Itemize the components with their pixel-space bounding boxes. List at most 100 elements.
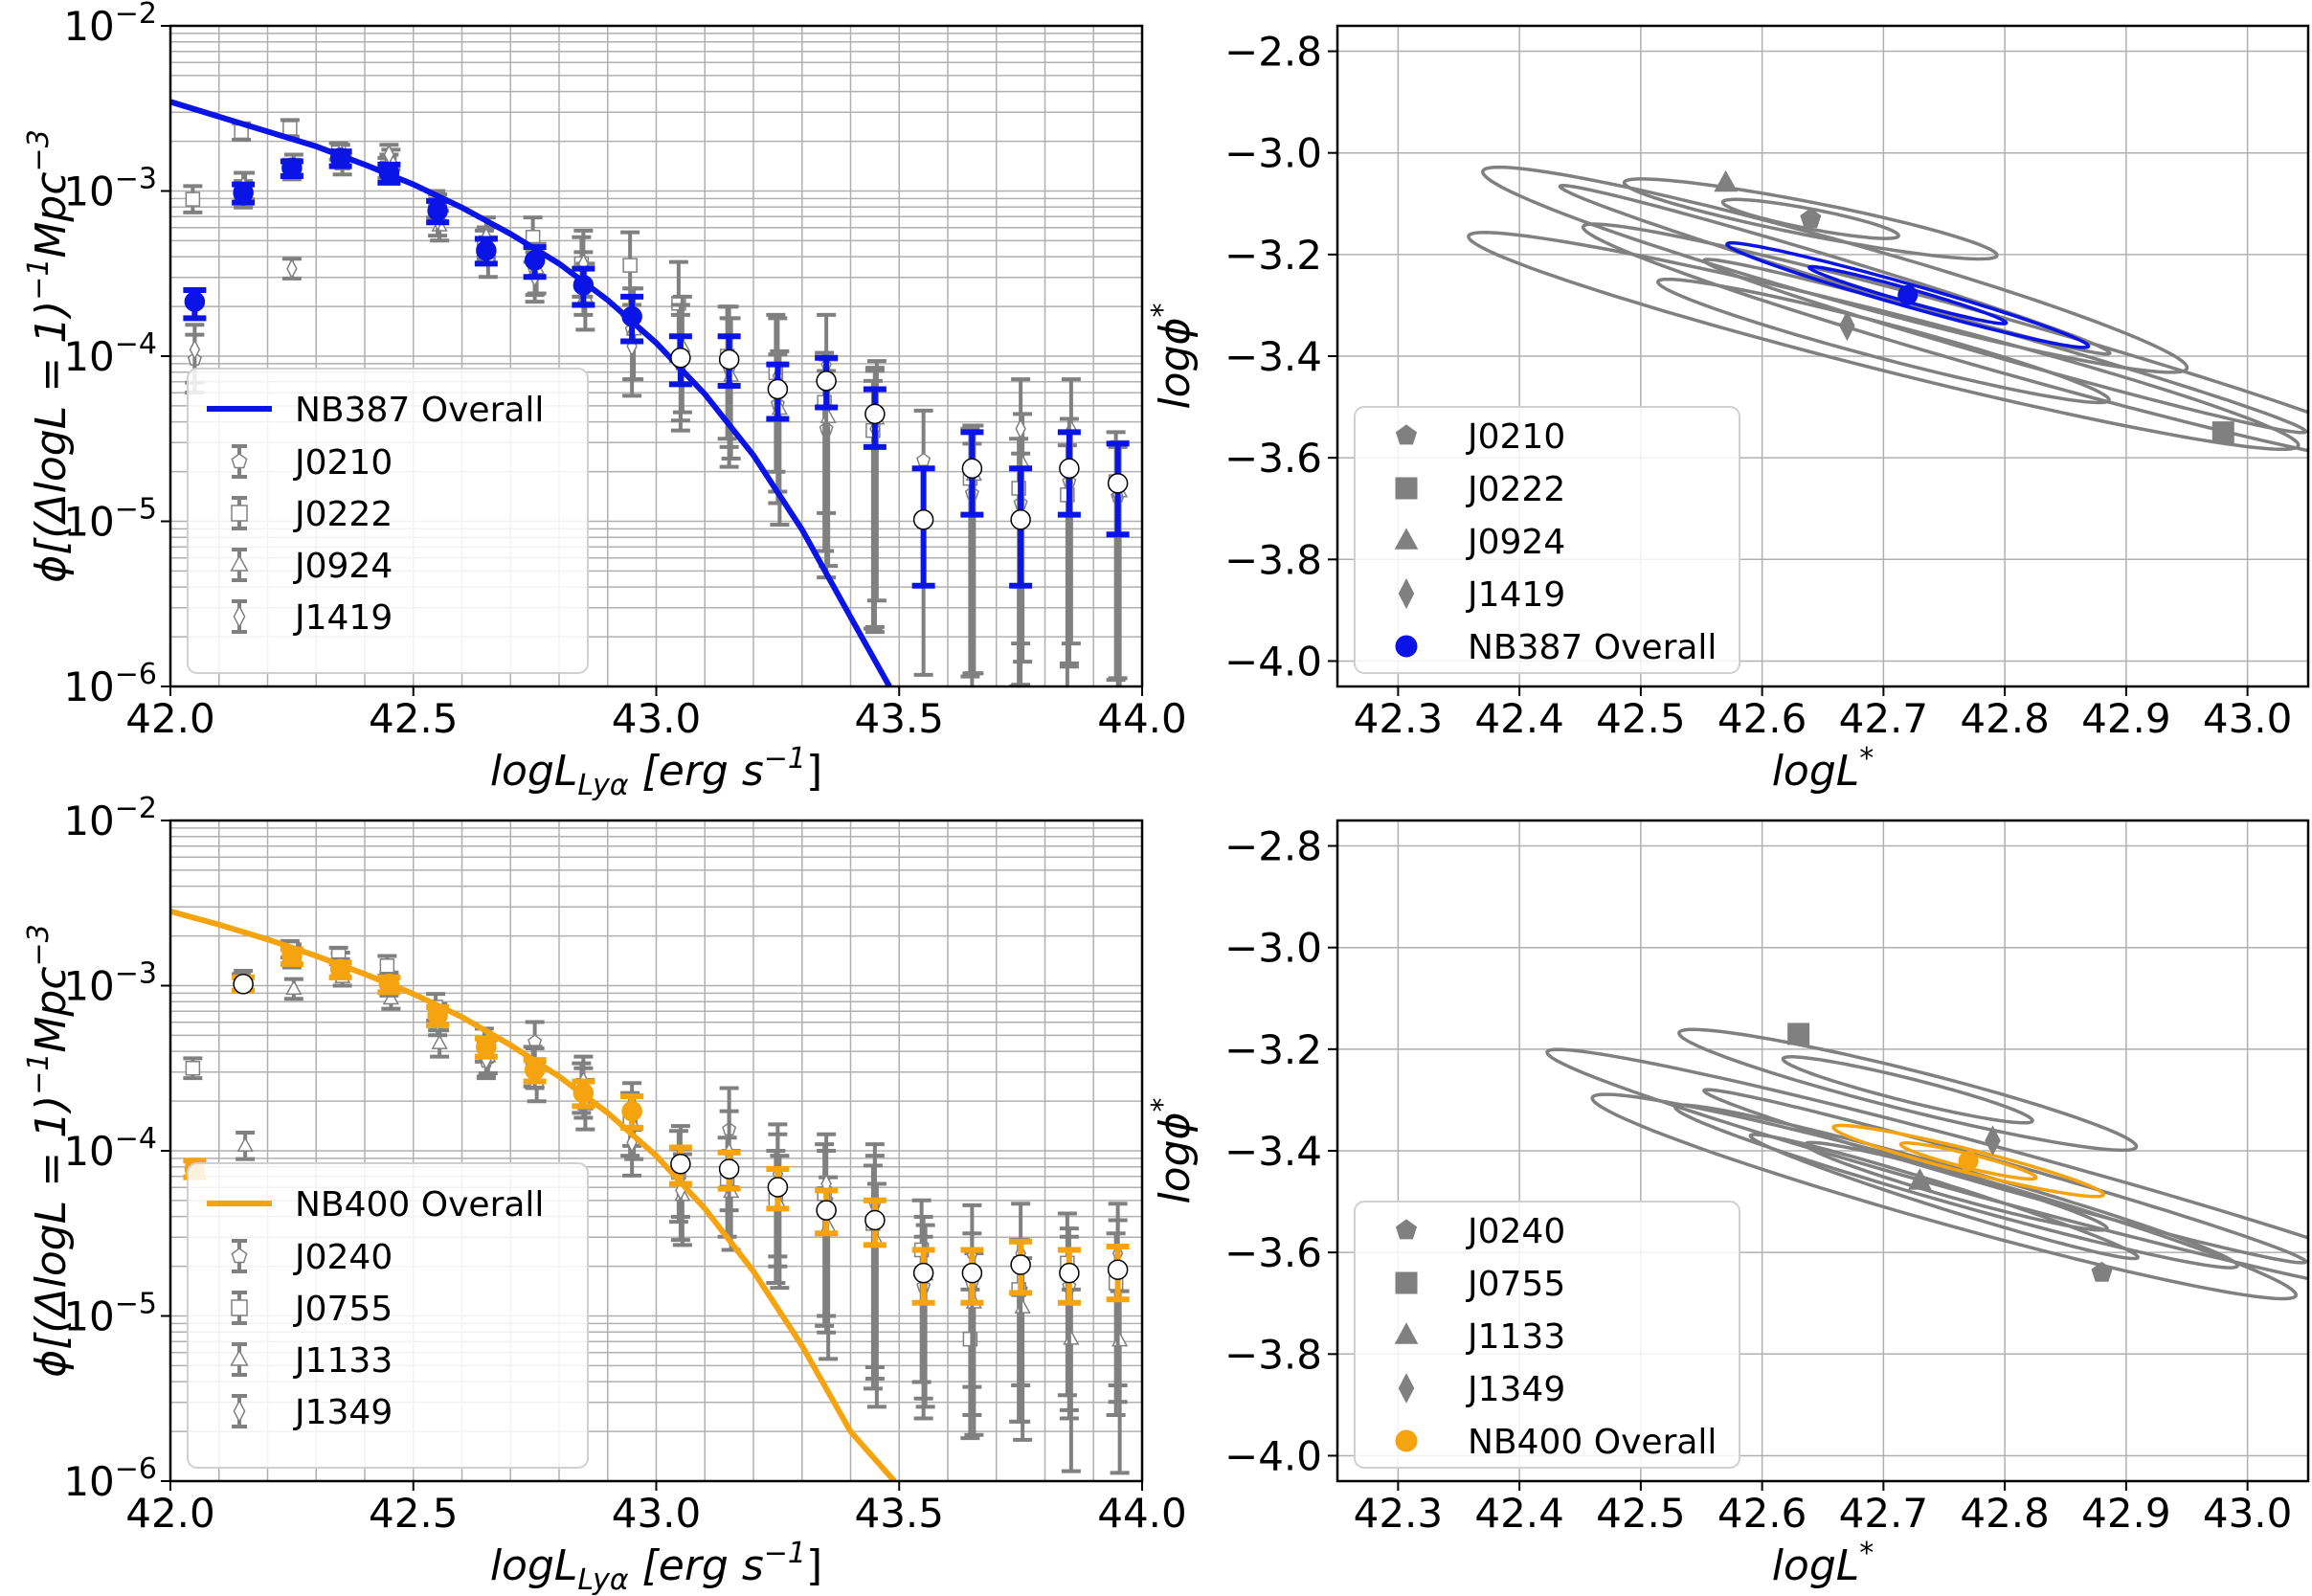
legend-label-overall: NB387 Overall (295, 391, 544, 430)
y-tick-label-part: −3 (115, 163, 157, 196)
y-axis-label-part: ϕ[(ΔlogL = 1) (27, 301, 76, 583)
x-axis-label-part: ] (806, 747, 822, 796)
legend-label-J0222-part: J0222 (1466, 470, 1565, 509)
x-axis-label-part: [erg s (629, 747, 764, 796)
x-axis-label-part: −1 (764, 742, 806, 776)
x-axis-label-part: * (1859, 742, 1874, 776)
legend-label-J0755: J0755 (1466, 1265, 1565, 1304)
contour-J1133 (1748, 1133, 2140, 1261)
bestfit-J0924 (1714, 169, 1739, 192)
bestfit-J1349 (1985, 1125, 2001, 1157)
bestfit-J0222 (2211, 421, 2234, 444)
field-point-J1133 (285, 979, 303, 995)
y-tick-label-part: −5 (115, 493, 157, 527)
x-tick-label: 42.0 (125, 1490, 215, 1537)
y-axis-label-part: * (1146, 1097, 1179, 1112)
x-tick-label: 42.5 (1596, 1490, 1686, 1537)
overall-point (670, 1154, 691, 1175)
y-tick-label-part: −3.6 (1224, 1229, 1322, 1276)
y-axis-label-part: −3 (22, 129, 56, 171)
overall-point (670, 347, 691, 369)
x-tick-label-part: 42.4 (1474, 1490, 1564, 1537)
x-axis-label-part: logL (490, 747, 578, 796)
x-tick-label: 43.0 (2203, 695, 2293, 742)
overall-point (912, 509, 934, 530)
legend-marker-J1133 (230, 1349, 249, 1366)
y-tick-label: −3.4 (1224, 1128, 1322, 1175)
x-tick-label: 43.5 (854, 1490, 944, 1537)
x-tick-label-part: 42.3 (1354, 1490, 1444, 1537)
legend-label-J1349: J1349 (1466, 1370, 1565, 1409)
y-tick-label-part: −3.6 (1224, 435, 1322, 482)
y-tick-label-part: −3.2 (1224, 232, 1322, 279)
y-axis-label-part: * (1146, 303, 1179, 317)
x-tick-label: 42.6 (1717, 695, 1807, 742)
overall-point (767, 378, 789, 400)
y-tick-label-part: −6 (115, 658, 157, 691)
field-point-J0222 (282, 121, 298, 136)
x-axis-label-part: Lyα (577, 769, 628, 802)
overall-point (1107, 1259, 1129, 1280)
overall-point (1059, 1262, 1080, 1284)
field-point-J1419 (286, 258, 298, 280)
overall-point (1010, 1254, 1031, 1275)
contour-J1419 (1656, 277, 2111, 405)
overall-point (378, 162, 400, 184)
legend-label-J0210: J0210 (1466, 417, 1565, 457)
field-point-J0210 (916, 452, 932, 467)
legend-label-J1349-part: J1349 (1466, 1370, 1565, 1409)
y-tick-label-part: −4 (115, 327, 157, 361)
y-tick-label-part: −3.8 (1224, 1331, 1322, 1378)
legend-label-overall-part: NB387 Overall (1468, 628, 1717, 667)
overall-point (524, 1059, 546, 1081)
y-tick-label-part: −3.4 (1224, 333, 1322, 380)
legend-marker-J0240 (1395, 1219, 1418, 1240)
overall-point (281, 157, 303, 179)
y-tick-label-part: −3.0 (1224, 130, 1322, 177)
plot-area (1545, 1023, 2308, 1301)
y-tick-label: 10−3 (63, 163, 157, 215)
x-tick-label-part: 42.5 (1596, 1490, 1686, 1537)
x-axis-label-part: [erg s (629, 1541, 764, 1590)
legend-label-overall: NB400 Overall (1468, 1423, 1717, 1462)
x-tick-label-part: 43.0 (2203, 695, 2293, 742)
contour-overall (1725, 240, 2091, 349)
y-tick-label: −4.0 (1224, 638, 1322, 685)
x-tick-label-part: 43.0 (612, 695, 702, 742)
legend-label-J0210-part: J0210 (293, 443, 393, 483)
overall-point (718, 348, 740, 371)
x-tick-label: 43.0 (612, 1490, 702, 1537)
overall-point (329, 147, 351, 169)
legend-label-J1133: J1133 (1466, 1317, 1565, 1357)
y-axis-label-part: Mpc (27, 966, 76, 1052)
field-point-J1133 (382, 989, 399, 1005)
overall-point (476, 239, 497, 261)
overall-point (816, 371, 837, 392)
legend-label-overall: NB387 Overall (1468, 628, 1717, 667)
y-tick-label-part: −3 (115, 957, 157, 991)
legend-label-J0210-part: J0210 (1466, 417, 1565, 457)
y-tick-label: 10−3 (63, 957, 157, 1010)
plot-area (170, 99, 1130, 686)
x-tick-label-part: 43.0 (612, 1490, 702, 1537)
contour-J0222 (1701, 258, 2308, 435)
legend-marker-J1419 (233, 604, 246, 629)
overall-point (281, 945, 303, 967)
plot-frame (168, 819, 1144, 1483)
overall-point (233, 974, 254, 995)
y-axis-label-part: −3 (22, 924, 56, 966)
field-point-J1133 (431, 1034, 448, 1049)
legend-label-overall: NB400 Overall (295, 1185, 544, 1225)
legend-marker-J1133 (1394, 1322, 1419, 1344)
contour-J1349 (1545, 1047, 2308, 1281)
legend-marker-J0924 (1394, 528, 1419, 550)
y-tick-label-part: 10 (63, 798, 114, 844)
field-point-J1419 (189, 338, 201, 361)
y-tick-label: 10−2 (63, 792, 157, 844)
x-tick-label-part: 42.0 (125, 695, 215, 742)
y-axis-label-part: Mpc (27, 171, 76, 258)
overall-point (572, 275, 595, 296)
legend-label-overall-part: NB400 Overall (295, 1185, 544, 1225)
y-tick-label-part: −3.8 (1224, 536, 1322, 583)
contour-overall (1898, 1141, 2038, 1181)
